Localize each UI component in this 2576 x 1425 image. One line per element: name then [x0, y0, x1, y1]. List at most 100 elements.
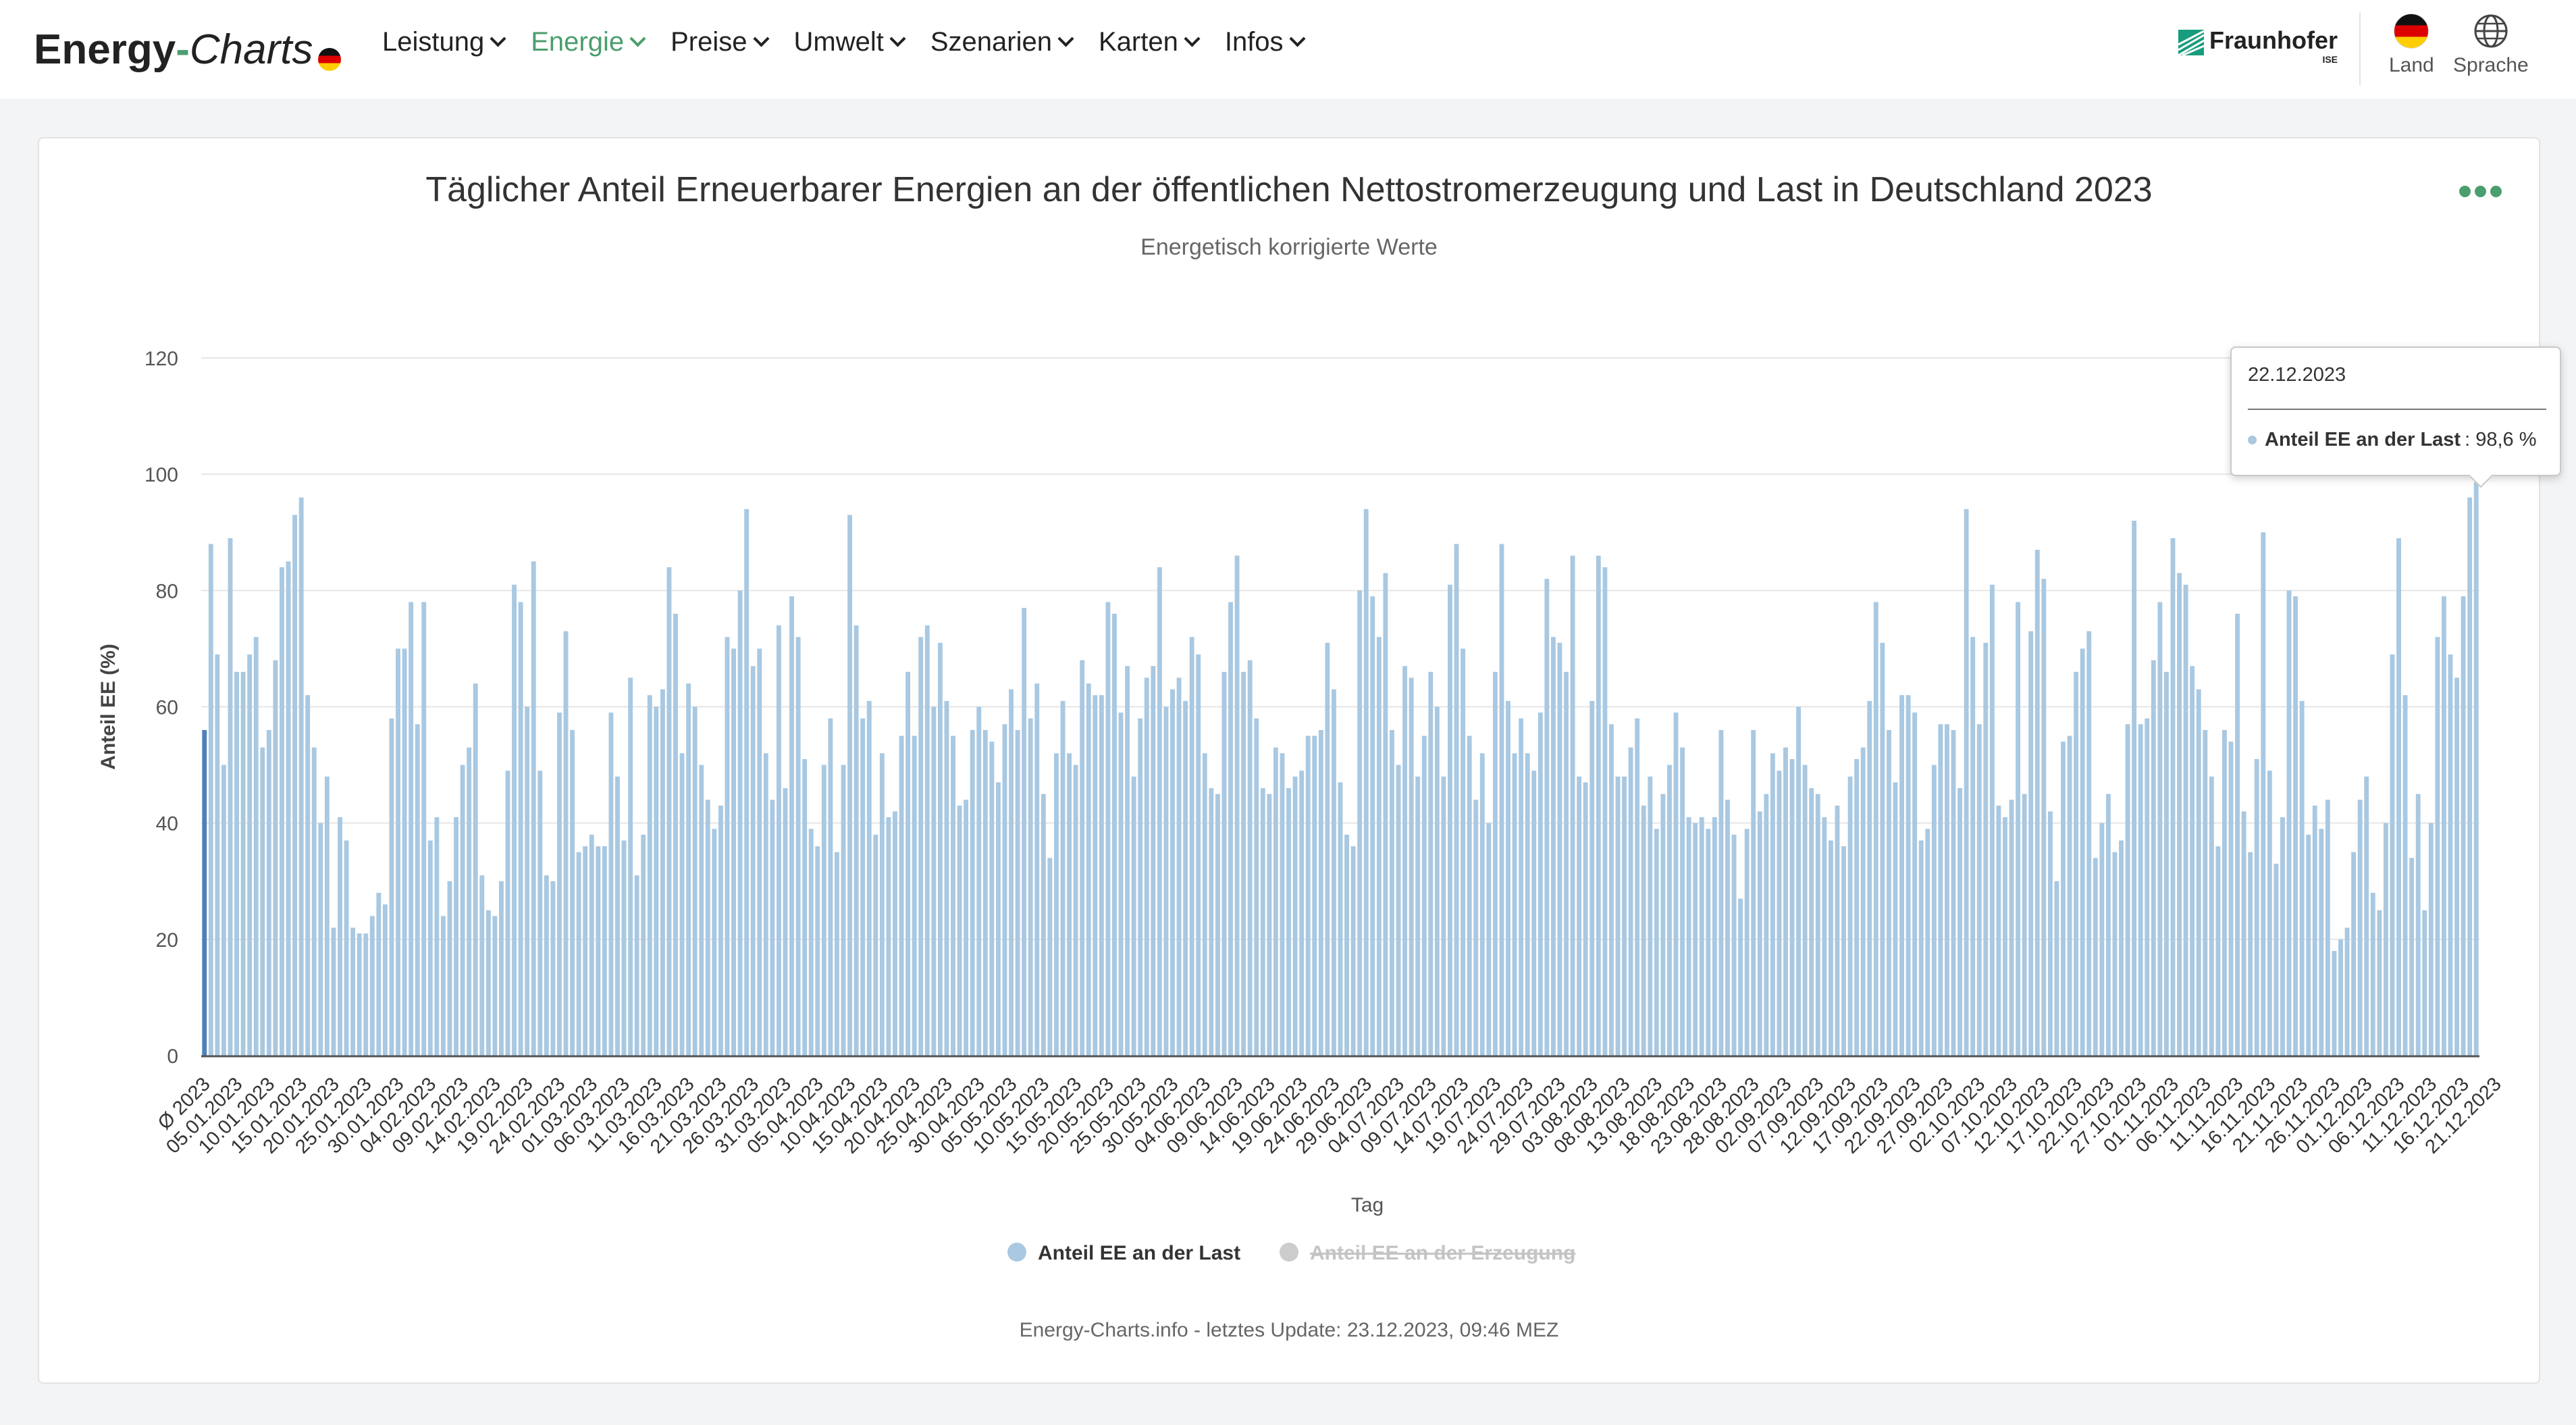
bar	[1744, 829, 1750, 1056]
bar	[1434, 706, 1440, 1056]
bar	[924, 625, 930, 1056]
nav-item-umwelt[interactable]: Umwelt	[793, 27, 906, 57]
nav-item-label: Leistung	[382, 27, 485, 57]
legend-marker-icon	[1280, 1243, 1298, 1262]
y-tick-label: 120	[144, 348, 178, 370]
bar	[886, 817, 891, 1056]
bar	[1034, 683, 1040, 1056]
bar	[1951, 729, 1956, 1056]
bar	[1693, 823, 1698, 1056]
bar	[2364, 776, 2369, 1056]
bar	[311, 747, 317, 1056]
bar	[454, 817, 458, 1056]
nav-item-label: Umwelt	[793, 27, 884, 57]
bar	[1228, 602, 1233, 1056]
bar	[1234, 555, 1240, 1056]
bar	[2306, 834, 2311, 1056]
bar	[750, 666, 756, 1056]
bar	[1060, 700, 1066, 1056]
bar	[660, 689, 665, 1056]
nav-item-szenarien[interactable]: Szenarien	[930, 27, 1074, 57]
bar	[1209, 788, 1214, 1056]
bar	[557, 712, 562, 1056]
nav-item-infos[interactable]: Infos	[1225, 27, 1306, 57]
nav-item-preise[interactable]: Preise	[671, 27, 770, 57]
bar	[879, 753, 885, 1056]
bar	[1822, 817, 1827, 1056]
bar	[692, 706, 698, 1056]
bar	[2402, 695, 2408, 1056]
nav-item-energie[interactable]: Energie	[531, 27, 646, 57]
country-button[interactable]: Land	[2389, 14, 2434, 77]
language-label: Sprache	[2453, 54, 2529, 76]
bar	[273, 660, 278, 1056]
bar	[1086, 683, 1091, 1056]
bar	[286, 561, 291, 1056]
bar	[1699, 817, 1704, 1056]
bar	[2390, 654, 2395, 1056]
bar	[1757, 811, 1762, 1056]
bar	[2034, 550, 2040, 1056]
bar	[396, 648, 400, 1056]
legend-item-generation: Anteil EE an der Erzeugung	[1310, 1242, 1575, 1264]
bar	[731, 648, 736, 1056]
bar	[1118, 712, 1124, 1056]
bar	[1267, 794, 1272, 1056]
fraunhofer-logo[interactable]: Fraunhofer ISE	[2178, 27, 2338, 65]
bar	[2409, 858, 2415, 1056]
main-menu: Leistung Energie Preise Umwelt Szenarien…	[382, 27, 1306, 57]
bar	[1731, 834, 1737, 1056]
bar	[853, 625, 859, 1056]
bar	[1383, 573, 1388, 1056]
bar	[1492, 671, 1498, 1056]
chevron-down-icon	[1057, 30, 1074, 47]
bar	[602, 846, 607, 1056]
bar	[1370, 596, 1375, 1056]
bar	[2235, 613, 2240, 1056]
bar	[2093, 858, 2098, 1056]
bar	[1777, 771, 1782, 1056]
tooltip-date: 22.12.2023	[2248, 364, 2346, 386]
legend-item-load: Anteil EE an der Last	[1038, 1242, 1240, 1264]
bar	[240, 671, 246, 1056]
chart-tooltip: 22.12.2023 Anteil EE an der Last : 98,6 …	[2230, 346, 2561, 476]
bar	[893, 811, 897, 1056]
bar	[1163, 706, 1169, 1056]
bar	[1899, 695, 1904, 1056]
bar	[2132, 521, 2137, 1056]
bar	[705, 800, 710, 1056]
bar	[989, 742, 995, 1056]
bar	[1648, 776, 1653, 1056]
bar	[531, 561, 536, 1056]
nav-item-leistung[interactable]: Leistung	[382, 27, 506, 57]
bar	[1170, 689, 1175, 1056]
bar	[1725, 800, 1730, 1056]
bar	[447, 881, 452, 1056]
bar	[234, 671, 240, 1056]
bar	[505, 771, 510, 1056]
bar	[1363, 509, 1369, 1056]
y-axis-label: Anteil EE (%)	[97, 644, 120, 770]
bar	[964, 800, 969, 1056]
bar	[1105, 602, 1111, 1056]
brand-logo[interactable]: Energy - Charts	[34, 19, 342, 80]
bar	[615, 776, 620, 1056]
bar	[260, 747, 265, 1056]
bar	[2016, 602, 2021, 1056]
tooltip-row: Anteil EE an der Last : 98,6 %	[2248, 429, 2536, 451]
nav-item-label: Energie	[531, 27, 625, 57]
bar	[1215, 794, 1220, 1056]
bar	[744, 509, 750, 1056]
language-button[interactable]: Sprache	[2453, 14, 2529, 77]
bar	[2196, 689, 2201, 1056]
brand-text-charts: Charts	[189, 26, 313, 73]
nav-item-karten[interactable]: Karten	[1099, 27, 1201, 57]
bar	[2261, 532, 2266, 1056]
chart-menu-button[interactable]	[2459, 186, 2502, 197]
bar	[621, 840, 627, 1056]
bar	[1770, 753, 1775, 1056]
bar	[2190, 666, 2195, 1056]
bar	[298, 497, 304, 1056]
bar	[2332, 951, 2337, 1056]
chart-title: Täglicher Anteil Erneuerbarer Energien a…	[425, 170, 2153, 209]
